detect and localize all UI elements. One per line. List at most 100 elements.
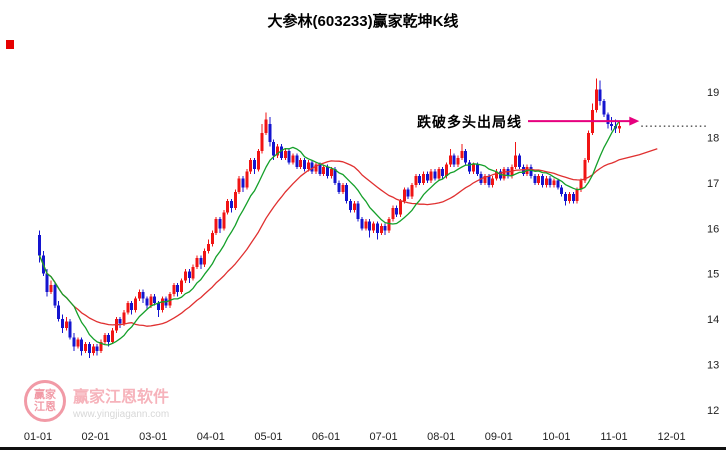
candle-up — [256, 151, 260, 170]
y-axis-label: 16 — [707, 223, 719, 235]
candle-down — [118, 319, 122, 324]
watermark-url: www.yingjiagann.com — [73, 409, 170, 420]
candle-up — [341, 185, 345, 192]
candle-up — [402, 189, 406, 202]
candle-down — [326, 167, 329, 177]
candle-down — [468, 162, 472, 172]
candle-down — [218, 219, 222, 229]
candle-down — [107, 335, 111, 342]
candle-down — [57, 305, 61, 320]
candle-up — [214, 219, 218, 233]
candle-up — [306, 162, 310, 170]
candle-down — [598, 89, 602, 102]
candle-down — [533, 176, 537, 183]
x-axis-label: 11-01 — [600, 431, 627, 443]
candle-down — [349, 201, 352, 211]
x-axis-label: 03-01 — [139, 431, 167, 443]
candle-up — [456, 157, 460, 165]
x-axis-label: 09-01 — [485, 431, 513, 443]
candle-down — [548, 178, 552, 186]
candle-up — [437, 169, 441, 179]
watermark-logo-text: 赢家江恩 — [34, 389, 56, 413]
candle-up — [429, 171, 433, 181]
candle-up — [49, 285, 53, 292]
candle-up — [617, 126, 621, 129]
candle-up — [226, 201, 230, 213]
candle-down — [368, 221, 372, 231]
candle-down — [464, 151, 468, 163]
candle-down — [375, 223, 379, 233]
candle-down — [506, 169, 510, 176]
candle-up — [122, 312, 126, 324]
candle-down — [272, 142, 276, 156]
y-axis-label: 19 — [707, 87, 719, 99]
y-axis-label: 13 — [707, 360, 719, 372]
candle-up — [183, 271, 187, 281]
candle-up — [587, 132, 591, 161]
candle-up — [195, 257, 199, 267]
candle-up — [84, 344, 88, 351]
candle-up — [414, 176, 418, 186]
candle-down — [241, 178, 245, 188]
candle-down — [556, 180, 560, 188]
candle-down — [602, 101, 606, 115]
candle-down — [68, 321, 72, 338]
corner-red-marker — [6, 40, 14, 49]
candle-up — [291, 155, 295, 163]
candle-down — [45, 273, 49, 292]
candle-up — [222, 212, 226, 229]
candle-up — [276, 146, 280, 156]
candle-up — [410, 185, 414, 197]
candle-up — [111, 330, 114, 342]
y-axis-label: 17 — [707, 178, 719, 190]
candle-down — [141, 291, 145, 299]
candle-down — [187, 271, 191, 279]
candle-down — [425, 173, 429, 181]
candle-up — [103, 335, 107, 342]
candle-up — [583, 160, 587, 181]
annotation-label: 跌破多头出局线 — [417, 114, 522, 130]
candle-up — [422, 173, 425, 183]
candle-up — [372, 223, 376, 231]
candle-up — [149, 296, 153, 306]
candle-up — [210, 232, 214, 245]
annotation-arrow-head — [629, 116, 640, 126]
candle-up — [180, 280, 184, 292]
candle-down — [157, 303, 160, 310]
candle-down — [337, 182, 341, 192]
candle-down — [176, 285, 180, 292]
candle-down — [345, 185, 349, 201]
candle-down — [356, 203, 360, 220]
candle-down — [606, 114, 610, 124]
x-axis-label: 08-01 — [427, 431, 455, 443]
candle-down — [529, 167, 533, 177]
candle-up — [495, 171, 498, 179]
candle-down — [95, 346, 99, 351]
candle-down — [433, 171, 437, 179]
candle-down — [295, 155, 299, 167]
candle-up — [537, 176, 541, 183]
candle-down — [487, 176, 491, 186]
candle-down — [560, 187, 564, 195]
candle-down — [360, 219, 364, 229]
y-axis-label: 12 — [707, 405, 719, 417]
candle-up — [64, 321, 68, 329]
candle-down — [253, 160, 256, 170]
x-axis-label: 05-01 — [254, 431, 282, 443]
candle-up — [260, 132, 264, 152]
candle-up — [445, 164, 448, 177]
candle-down — [395, 207, 399, 215]
candle-down — [80, 339, 84, 351]
candle-down — [541, 176, 544, 186]
candle-up — [471, 164, 475, 172]
candle-down — [279, 146, 283, 158]
ma-fast-line — [38, 120, 620, 346]
watermark-logo-icon: 赢家江恩 — [24, 380, 66, 422]
watermark-name: 赢家江恩软件 — [73, 389, 170, 406]
candle-up — [352, 203, 356, 211]
candle-up — [387, 219, 391, 231]
candle-up — [575, 189, 579, 202]
candle-up — [379, 226, 383, 233]
x-axis-label: 04-01 — [197, 431, 225, 443]
